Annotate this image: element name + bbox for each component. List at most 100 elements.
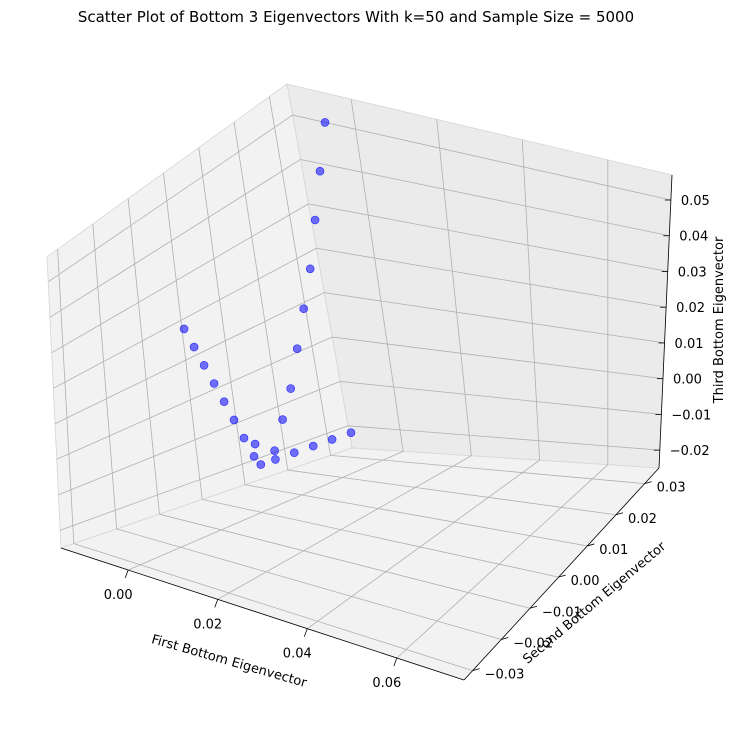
x-gridline-floor xyxy=(217,455,472,600)
y-tick-mark xyxy=(529,605,538,609)
x-gridline-floor xyxy=(128,450,404,571)
z-tick-label: 0.00 xyxy=(673,373,702,388)
y-tick-label: 0.00 xyxy=(571,574,600,589)
y-tick-mark xyxy=(587,543,595,547)
x-tick-label: 0.02 xyxy=(193,617,222,632)
scatter-point xyxy=(299,304,309,314)
scatter-point xyxy=(286,384,296,393)
scatter-point xyxy=(199,360,209,370)
x-tick-label: 0.04 xyxy=(283,647,312,662)
z-gridline-back xyxy=(308,203,668,272)
x-axis-ticks: 0.00 0.02 0.04 0.06 xyxy=(104,569,401,691)
gridlines xyxy=(47,96,673,681)
z-gridline-back xyxy=(316,247,667,308)
scatter-point xyxy=(292,344,302,354)
z-gridline-back xyxy=(332,336,664,380)
z-gridline-left xyxy=(60,425,349,531)
scatter-point xyxy=(189,342,199,352)
y-tick-mark xyxy=(472,668,480,672)
y-gridline-wall xyxy=(268,96,331,456)
x-tick-label: 0.00 xyxy=(104,588,133,603)
x-gridline-wall xyxy=(350,99,404,452)
y-tick-label: −0.02 xyxy=(513,636,553,651)
y-gridline-wall xyxy=(57,249,75,544)
y-gridline-floor xyxy=(330,454,645,484)
y-tick-mark xyxy=(558,574,566,578)
scatter-point xyxy=(278,415,287,424)
x-tick-mark xyxy=(124,569,129,579)
z-gridline-back xyxy=(300,159,670,237)
z-gridline-left xyxy=(56,336,333,460)
z-gridline-back xyxy=(324,292,665,344)
scatter-point xyxy=(346,428,356,438)
x-axis-label: First Bottom Eigenvector xyxy=(150,632,309,691)
z-gridline-back xyxy=(348,425,660,451)
y-tick-mark xyxy=(615,512,624,516)
x-tick-mark xyxy=(303,628,308,637)
scatter-point xyxy=(256,460,266,469)
y-gridline-floor xyxy=(159,513,531,609)
x-tick-mark xyxy=(214,599,219,608)
scatter-point xyxy=(310,215,320,225)
y-gridline-floor xyxy=(287,469,617,516)
y-axis-line xyxy=(463,467,660,681)
y-gridline-floor xyxy=(202,499,559,578)
y-axis-ticks: −0.03 −0.02 −0.01 0.00 0.01 0.02 0.03 xyxy=(472,481,686,683)
y-gridline-wall xyxy=(163,172,203,500)
scatter-points xyxy=(179,118,356,469)
z-tick-label: 0.01 xyxy=(675,337,704,352)
z-tick-label: 0.05 xyxy=(681,194,710,209)
y-tick-label: 0.02 xyxy=(628,512,657,527)
z-tick-label: 0.04 xyxy=(679,230,708,245)
scatter-point xyxy=(315,166,325,176)
z-gridline-back xyxy=(340,381,662,415)
z-gridline-left xyxy=(51,203,309,354)
scatter-point xyxy=(305,264,315,274)
scatter-point xyxy=(209,379,219,388)
y-tick-label: −0.03 xyxy=(485,668,525,683)
y-gridline-floor xyxy=(244,484,588,547)
scatter-point xyxy=(289,448,299,458)
y-gridline-wall xyxy=(92,223,118,529)
z-gridline-left xyxy=(58,381,341,496)
x-gridline-floor xyxy=(307,459,540,629)
z-gridline-back xyxy=(292,114,671,201)
y-tick-label: −0.01 xyxy=(542,605,582,620)
scatter-point xyxy=(250,439,260,449)
z-gridline-left xyxy=(47,114,293,283)
z-gridline-left xyxy=(49,159,301,318)
y-gridline-wall xyxy=(127,198,160,515)
scatter-point xyxy=(219,397,229,407)
chart-title: Scatter Plot of Bottom 3 Eigenvectors Wi… xyxy=(78,8,634,26)
x-gridline-wall xyxy=(521,139,541,461)
z-tick-label: −0.01 xyxy=(671,408,711,423)
scatter-point xyxy=(229,415,239,425)
z-axis-label: Third Bottom Eigenvector xyxy=(712,236,727,404)
axes-panes xyxy=(46,83,673,681)
z-gridline-left xyxy=(53,247,317,389)
y-gridline-floor xyxy=(73,543,473,672)
z-tick-label: 0.02 xyxy=(676,301,705,316)
y-tick-mark xyxy=(644,481,652,484)
scatter-point xyxy=(320,118,330,127)
scatter-point xyxy=(239,433,249,443)
z-axis-ticks: −0.02 −0.01 0.00 0.01 0.02 0.03 0.04 0.05 xyxy=(653,194,711,459)
y-gridline-wall xyxy=(233,122,289,471)
scatter-point xyxy=(270,446,279,456)
y-tick-mark xyxy=(501,637,509,640)
y-gridline-wall xyxy=(198,147,246,485)
scatter-point xyxy=(327,435,337,444)
scatter-point xyxy=(179,324,189,334)
y-tick-label: 0.03 xyxy=(657,481,686,496)
z-tick-label: 0.03 xyxy=(678,265,707,280)
y-gridline-floor xyxy=(116,528,502,640)
z-axis-line xyxy=(658,174,673,469)
scatter-point xyxy=(249,451,259,461)
z-tick-label: −0.02 xyxy=(670,444,710,459)
x-tick-mark xyxy=(393,657,398,667)
x-tick-label: 0.06 xyxy=(372,676,401,691)
scatter-point xyxy=(271,455,280,464)
z-gridline-left xyxy=(54,292,325,425)
y-tick-label: 0.01 xyxy=(599,543,628,558)
